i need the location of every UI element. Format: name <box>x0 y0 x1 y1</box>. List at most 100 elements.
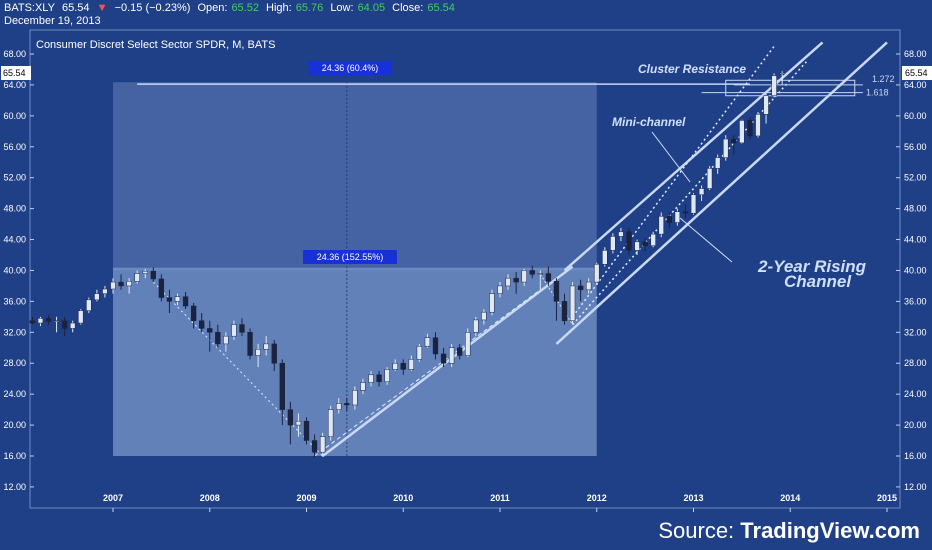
measure-box-lower <box>113 267 597 456</box>
candle-2010-12 <box>489 289 495 316</box>
candle-2007-04 <box>134 270 140 284</box>
y-tick-label-left-4: 28.00 <box>3 358 26 368</box>
candle-2009-11 <box>384 367 390 385</box>
candle-2010-11 <box>481 309 487 325</box>
y-tick-label-right-13: 64.00 <box>904 80 927 90</box>
annotation-rising-line2: Channel <box>784 272 852 291</box>
candle-body <box>400 362 406 370</box>
candle-2008-08 <box>263 336 269 356</box>
candle-2012-08 <box>650 231 656 248</box>
candle-2012-04 <box>618 227 624 242</box>
high-value: 65.76 <box>295 2 324 14</box>
candle-body <box>247 332 253 356</box>
candle-body <box>102 288 108 294</box>
candle-body <box>215 332 221 345</box>
measure-label-upper-bg <box>308 61 392 75</box>
candle-body <box>110 281 116 290</box>
candle-body <box>739 120 745 144</box>
candle-body <box>602 250 608 265</box>
candle-body <box>303 420 310 441</box>
candle-body <box>263 343 269 350</box>
measure-label-upper: 24.36 (60.4%) <box>322 63 379 73</box>
measure-label-lower: 24.36 (152.55%) <box>317 252 384 262</box>
candle-2006-10 <box>86 297 92 313</box>
last-price-tag-bg-1 <box>902 66 932 81</box>
candle-2011-04 <box>521 268 527 286</box>
candle-2008-10 <box>279 359 285 426</box>
y-tick-label-left-5: 32.00 <box>3 327 26 337</box>
candle-body <box>29 320 36 324</box>
candle-body <box>279 362 285 410</box>
y-tick-label-right-7: 40.00 <box>904 265 927 275</box>
last-price-tag-bg-0 <box>1 66 31 81</box>
y-tick-label-right-10: 52.00 <box>904 173 927 183</box>
y-tick-label-left-2: 20.00 <box>3 420 26 430</box>
recovery-trend-line <box>314 289 541 457</box>
candle-body <box>473 319 479 333</box>
candle-body <box>142 270 148 274</box>
fib-label-1272: 1.272 <box>872 74 895 84</box>
measure-label-lower-bg <box>303 250 397 264</box>
candle-body <box>45 318 52 322</box>
x-tick-label-7: 2014 <box>780 493 800 503</box>
candle-2007-12 <box>199 312 205 333</box>
measure-box-upper <box>113 82 597 271</box>
candle-2006-09 <box>78 309 84 325</box>
symbol: BATS:XLY <box>4 2 55 14</box>
candle-2013-01 <box>690 193 697 215</box>
candle-2013-04 <box>715 154 721 174</box>
candle-body <box>150 270 156 280</box>
candle-body <box>706 168 713 189</box>
candle-2009-09 <box>368 370 374 387</box>
candle-2009-02 <box>311 434 318 458</box>
candle-body <box>174 296 181 302</box>
y-tick-label-right-9: 48.00 <box>904 204 927 214</box>
candle-body <box>731 138 737 144</box>
candle-body <box>715 157 721 169</box>
candle-body <box>577 285 584 291</box>
candle-2009-10 <box>376 370 382 387</box>
close-label: Close: <box>392 2 424 14</box>
candle-2007-01 <box>110 278 116 294</box>
y-tick-label-left-6: 36.00 <box>3 296 26 306</box>
mini-channel-upper <box>571 45 775 318</box>
candle-2009-06 <box>344 398 350 412</box>
low-label: Low: <box>330 2 354 14</box>
candle-2009-03 <box>319 432 326 457</box>
candle-body <box>513 277 519 283</box>
candle-2007-05 <box>142 268 148 279</box>
candle-2006-04 <box>37 316 44 327</box>
candle-body <box>287 409 294 426</box>
candle-body <box>634 241 640 251</box>
candle-2013-09 <box>755 111 761 138</box>
candle-body <box>674 211 681 223</box>
candle-2010-02 <box>408 355 414 371</box>
source-prefix: Source: <box>658 518 741 543</box>
x-tick-label-8: 2015 <box>877 493 897 503</box>
last-price: 65.54 <box>62 2 90 14</box>
candle-body <box>771 75 777 96</box>
candle-body <box>553 281 560 302</box>
candle-body <box>360 382 366 391</box>
candle-2008-07 <box>255 343 261 368</box>
candle-body <box>328 409 334 437</box>
candle-2012-06 <box>634 239 640 255</box>
candle-2010-05 <box>432 332 439 360</box>
candle-body <box>440 353 447 364</box>
candle-2009-07 <box>352 386 358 410</box>
candle-2007-10 <box>182 292 189 310</box>
candle-2006-11 <box>94 289 100 302</box>
candle-2007-11 <box>190 302 197 329</box>
candle-body <box>642 241 648 246</box>
candle-body <box>626 231 632 251</box>
candle-2013-10 <box>763 92 769 124</box>
high-label: High: <box>266 2 292 14</box>
candle-2011-06 <box>537 270 543 290</box>
candle-body <box>134 273 140 282</box>
decline-trend-line <box>152 281 323 457</box>
candle-2012-10 <box>666 212 672 228</box>
candle-2011-03 <box>513 272 519 294</box>
candle-2010-04 <box>424 333 431 348</box>
candle-2008-04 <box>231 320 237 341</box>
